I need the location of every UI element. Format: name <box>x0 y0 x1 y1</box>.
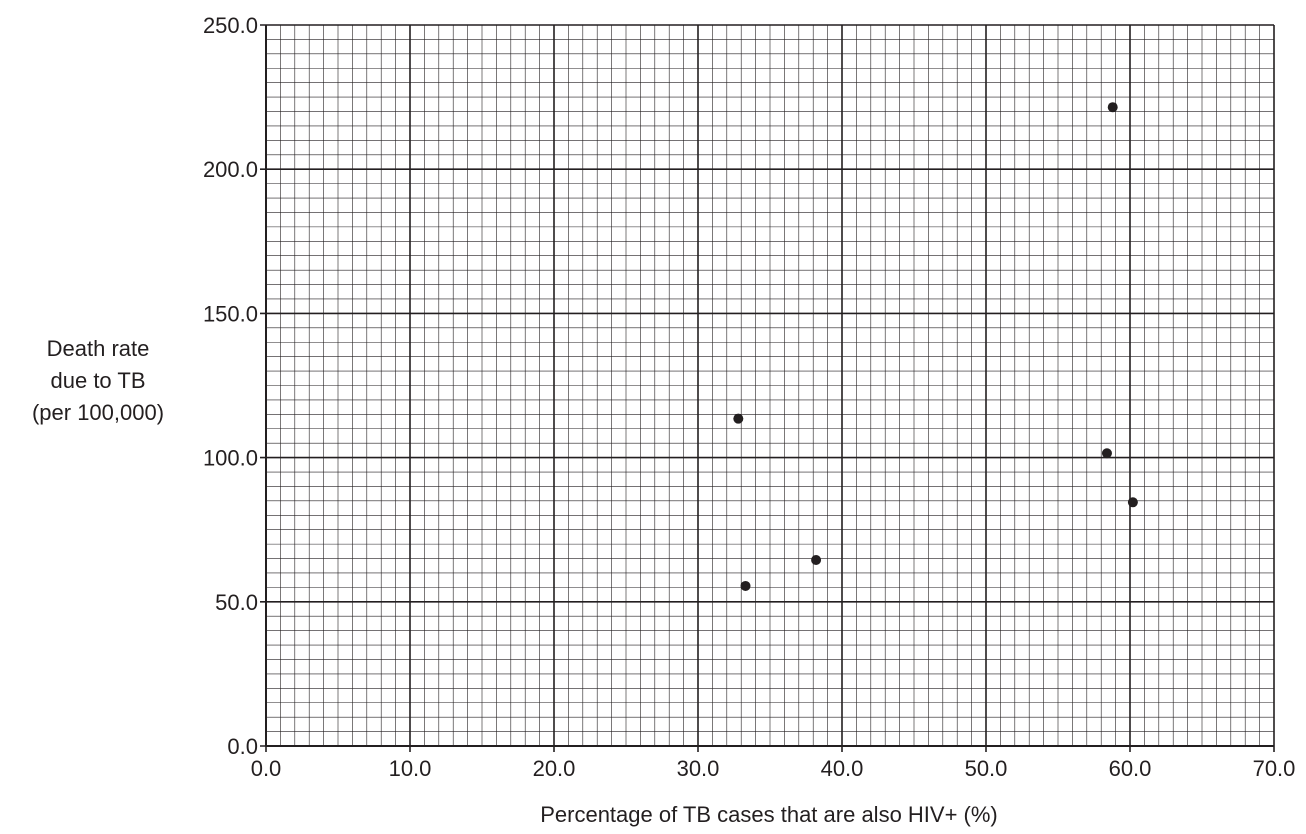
x-tick-label: 20.0 <box>533 756 576 781</box>
data-point <box>733 413 744 424</box>
y-tick-label: 100.0 <box>203 446 258 471</box>
x-tick-label: 70.0 <box>1253 756 1296 781</box>
data-point <box>1107 102 1118 113</box>
y-tick-label: 50.0 <box>215 590 258 615</box>
y-axis-title-line-1: Death rate <box>47 336 150 361</box>
x-tick-label: 10.0 <box>389 756 432 781</box>
data-points <box>733 102 1138 591</box>
y-tick-label: 0.0 <box>227 734 258 759</box>
data-point <box>811 554 822 565</box>
x-tick-label: 50.0 <box>965 756 1008 781</box>
x-tick-label: 0.0 <box>251 756 282 781</box>
data-point <box>1127 497 1138 508</box>
data-point <box>740 580 751 591</box>
y-axis-title-line-3: (per 100,000) <box>32 400 164 425</box>
minor-gridlines <box>266 25 1274 746</box>
y-tick-label: 250.0 <box>203 13 258 38</box>
x-tick-label: 30.0 <box>677 756 720 781</box>
axes <box>265 25 1274 747</box>
y-tick-label: 200.0 <box>203 157 258 182</box>
y-tick-label: 150.0 <box>203 301 258 326</box>
x-tick-label: 40.0 <box>821 756 864 781</box>
major-gridlines <box>260 24 1275 752</box>
data-point <box>1101 448 1112 459</box>
x-tick-label: 60.0 <box>1109 756 1152 781</box>
x-tick-labels: 0.0 10.0 20.0 30.0 40.0 50.0 60.0 70.0 <box>251 756 1296 781</box>
y-tick-labels: 0.0 50.0 100.0 150.0 200.0 250.0 <box>203 13 258 759</box>
y-axis-title-line-2: due to TB <box>51 368 146 393</box>
x-axis-title: Percentage of TB cases that are also HIV… <box>540 802 998 827</box>
